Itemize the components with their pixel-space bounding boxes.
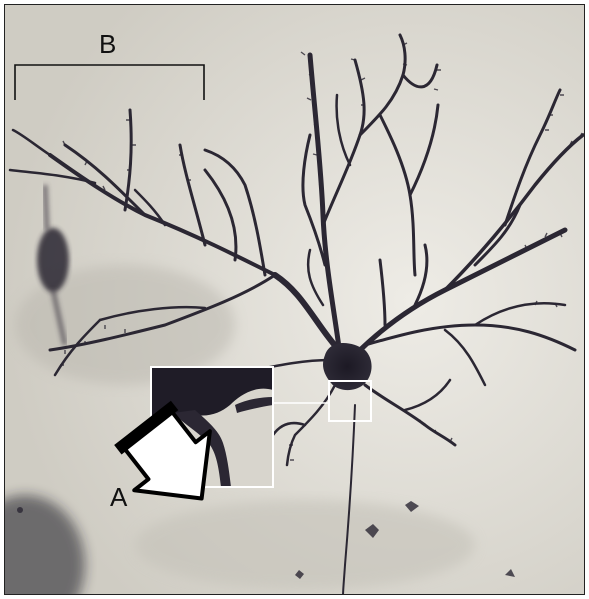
debris <box>17 501 515 579</box>
micrograph-frame: B A <box>4 4 585 595</box>
shadow-left-bottom <box>5 495 85 594</box>
neighbor-cell-process <box>42 184 68 346</box>
bracket-icon <box>14 64 205 100</box>
dendritic-spines <box>60 42 583 461</box>
dendrite-tree <box>8 33 584 594</box>
arrow-icon <box>114 400 212 501</box>
soma <box>323 343 372 391</box>
soma-highlight-box <box>328 380 372 422</box>
neighbor-cell-body <box>37 228 69 292</box>
label-a: A <box>110 482 128 512</box>
neuron-micrograph <box>5 5 584 594</box>
label-b: B <box>99 29 117 59</box>
haze-bottom <box>135 500 475 590</box>
